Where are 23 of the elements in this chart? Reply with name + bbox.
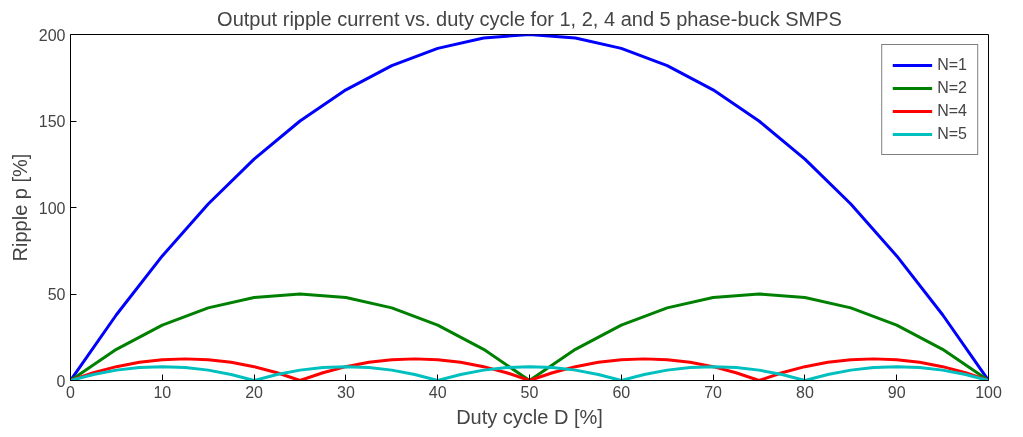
y-axis-title: Ripple p [%] [8, 153, 31, 262]
y-tick-label: 150 [38, 113, 66, 130]
x-tick-label: 40 [428, 383, 447, 401]
y-tick-label: 0 [56, 372, 66, 390]
x-tick-label: 100 [975, 383, 1002, 401]
y-tick-label: 200 [38, 26, 66, 44]
x-axis-title: Duty cycle D [%] [456, 405, 603, 428]
x-tick-label: 30 [337, 383, 355, 401]
x-tick-label: 10 [153, 383, 172, 401]
x-tick-label: 20 [245, 383, 264, 401]
x-tick-label: 90 [887, 383, 906, 401]
legend-label: N=1 [937, 56, 967, 74]
legend-label: N=4 [937, 102, 967, 120]
x-tick-label: 80 [796, 383, 814, 401]
y-tick-label: 100 [38, 199, 66, 217]
x-tick-label: 70 [704, 383, 723, 401]
y-tick-label: 50 [47, 286, 66, 303]
line-series [70, 34, 989, 381]
legend-label: N=2 [937, 79, 967, 97]
legend-label: N=5 [937, 125, 967, 143]
x-tick-label: 60 [612, 383, 631, 401]
chart-title: Output ripple current vs. duty cycle for 1, 2, 4 and 5 phase-buck SMPS [217, 7, 842, 30]
x-tick-label: 50 [520, 383, 539, 401]
